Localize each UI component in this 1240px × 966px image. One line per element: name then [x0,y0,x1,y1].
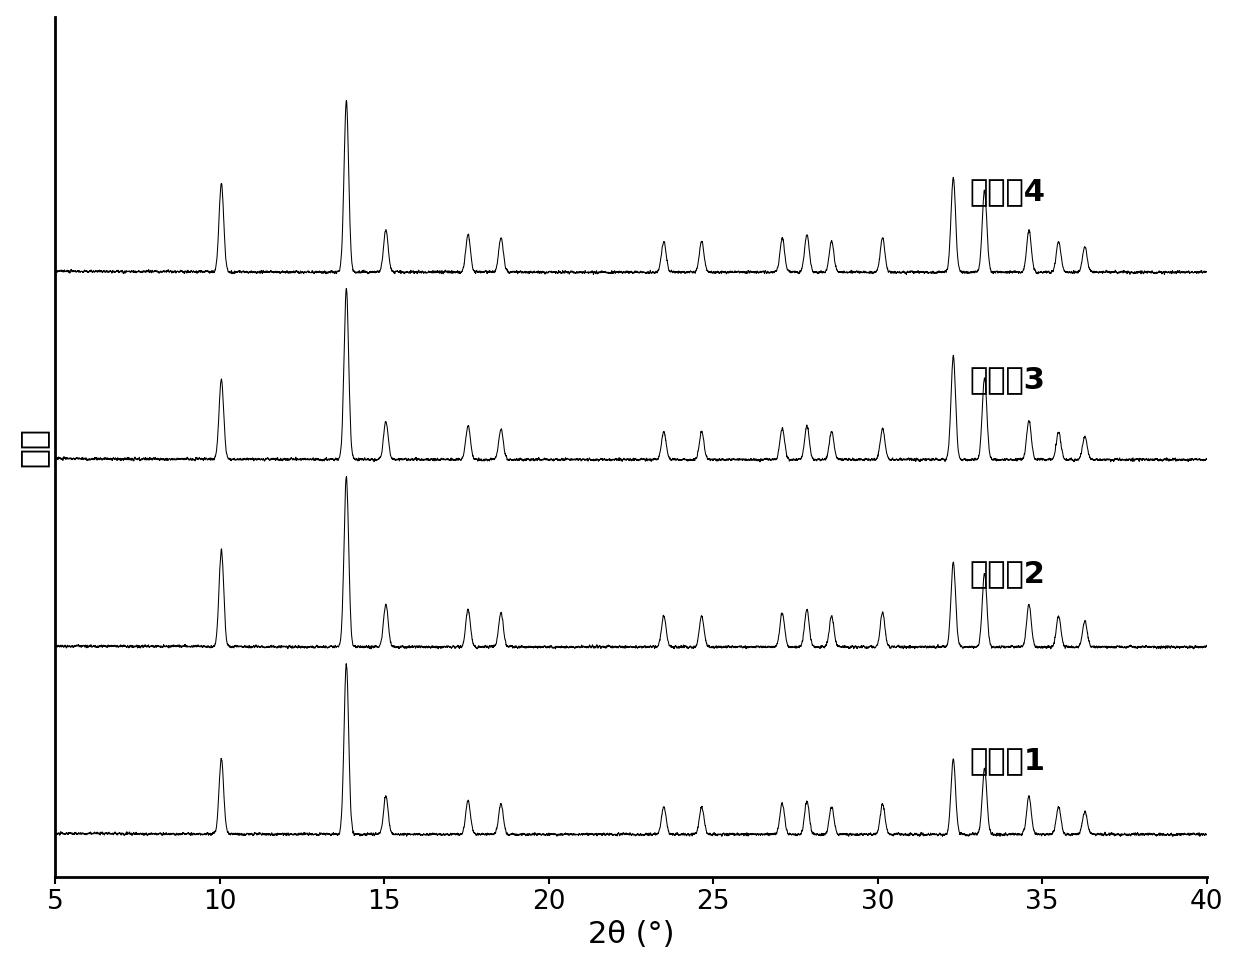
Text: 实施契1: 实施契1 [970,747,1045,776]
Text: 实施契3: 实施契3 [970,365,1045,394]
X-axis label: 2θ (°): 2θ (°) [588,921,675,950]
Y-axis label: 强度: 强度 [16,427,50,467]
Text: 实施契4: 实施契4 [970,178,1045,207]
Text: 实施契2: 实施契2 [970,559,1045,588]
